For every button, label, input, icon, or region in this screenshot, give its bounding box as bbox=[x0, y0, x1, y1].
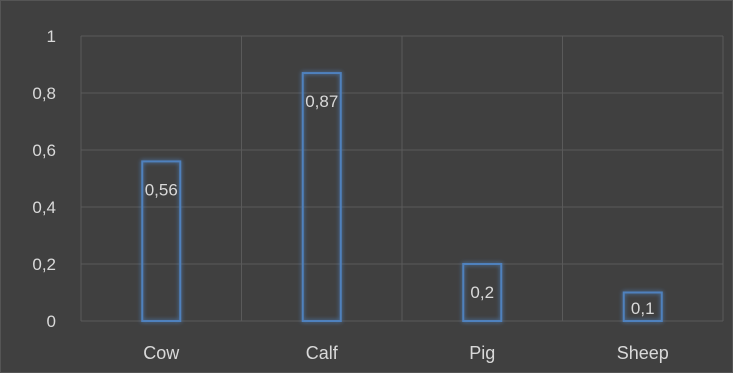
bar-cow bbox=[141, 160, 182, 322]
data-label: 0,2 bbox=[470, 283, 494, 302]
x-tick-label: Pig bbox=[469, 343, 495, 363]
x-tick-label: Sheep bbox=[617, 343, 669, 363]
x-tick-label: Cow bbox=[143, 343, 180, 363]
gridlines bbox=[80, 35, 724, 322]
bar-sheep bbox=[622, 291, 663, 322]
x-axis-tick-labels: Cow Calf Pig Sheep bbox=[143, 343, 669, 363]
y-tick-label: 0,4 bbox=[32, 198, 56, 217]
data-labels: 0,56 0,87 0,2 0,1 bbox=[145, 92, 655, 318]
y-tick-label: 0,6 bbox=[32, 141, 56, 160]
y-tick-label: 0,2 bbox=[32, 255, 56, 274]
bar-chart: 0 0,2 0,4 0,6 0,8 1 0,56 0,87 0,2 0,1 Cow Calf Pig… bbox=[32, 27, 724, 363]
data-label: 0,87 bbox=[305, 92, 338, 111]
chart-frame: 0 0,2 0,4 0,6 0,8 1 0,56 0,87 0,2 0,1 Cow Calf Pig… bbox=[0, 0, 733, 373]
y-axis-tick-labels: 0 0,2 0,4 0,6 0,8 1 bbox=[32, 27, 56, 331]
data-label: 0,56 bbox=[145, 180, 178, 199]
y-tick-label: 0,8 bbox=[32, 84, 56, 103]
data-label: 0,1 bbox=[631, 299, 655, 318]
bar-calf bbox=[301, 72, 342, 322]
bar-pig bbox=[462, 263, 503, 322]
x-tick-label: Calf bbox=[306, 343, 339, 363]
y-tick-label: 1 bbox=[47, 27, 56, 46]
bars bbox=[141, 72, 663, 322]
y-tick-label: 0 bbox=[47, 312, 56, 331]
